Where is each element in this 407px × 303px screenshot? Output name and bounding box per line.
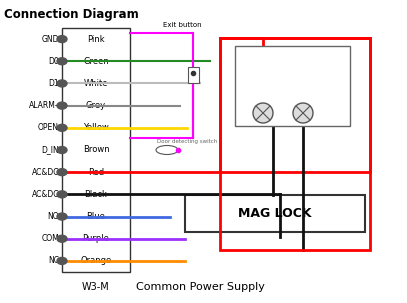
Ellipse shape xyxy=(57,80,67,87)
Text: Exit button: Exit button xyxy=(163,22,201,28)
Text: AC&DC: AC&DC xyxy=(31,190,59,199)
Bar xyxy=(188,68,199,83)
Ellipse shape xyxy=(57,102,67,109)
Text: Power: Power xyxy=(280,54,305,62)
Ellipse shape xyxy=(57,124,67,131)
Ellipse shape xyxy=(57,58,67,65)
Text: Common Power Supply: Common Power Supply xyxy=(136,282,265,292)
Text: GND: GND xyxy=(42,35,59,44)
Ellipse shape xyxy=(57,169,67,176)
Ellipse shape xyxy=(57,235,67,242)
Circle shape xyxy=(253,103,273,123)
Text: 12-24V/3A: 12-24V/3A xyxy=(269,88,316,96)
Ellipse shape xyxy=(57,35,67,43)
Text: ALARM-: ALARM- xyxy=(29,101,59,110)
Text: Green: Green xyxy=(83,57,109,66)
Ellipse shape xyxy=(57,258,67,265)
Text: White: White xyxy=(84,79,108,88)
Text: W3-M: W3-M xyxy=(82,282,110,292)
Circle shape xyxy=(293,103,313,123)
Text: NO: NO xyxy=(47,212,59,221)
Text: D_IN: D_IN xyxy=(41,145,59,155)
Text: MAG LOCK: MAG LOCK xyxy=(238,207,312,220)
Ellipse shape xyxy=(156,145,178,155)
Text: Connection Diagram: Connection Diagram xyxy=(4,8,139,21)
Text: Red: Red xyxy=(88,168,104,177)
Text: AC&DC: AC&DC xyxy=(31,168,59,177)
Text: NC: NC xyxy=(48,256,59,265)
Text: Black: Black xyxy=(85,190,107,199)
Text: Yellow: Yellow xyxy=(83,123,109,132)
Ellipse shape xyxy=(57,191,67,198)
Text: OPEN: OPEN xyxy=(38,123,59,132)
Text: Grey: Grey xyxy=(86,101,106,110)
Text: COM: COM xyxy=(41,234,59,243)
Bar xyxy=(220,38,370,250)
Bar xyxy=(235,46,350,126)
Text: Pink: Pink xyxy=(87,35,105,44)
Ellipse shape xyxy=(57,213,67,220)
Bar xyxy=(62,28,130,272)
Text: Blue: Blue xyxy=(87,212,105,221)
Ellipse shape xyxy=(57,146,67,154)
Text: Purple: Purple xyxy=(83,234,109,243)
Bar xyxy=(185,195,365,232)
Text: Orange: Orange xyxy=(80,256,112,265)
Text: Door detecting switch: Door detecting switch xyxy=(157,139,217,144)
Text: D1: D1 xyxy=(48,79,59,88)
Text: D0: D0 xyxy=(48,57,59,66)
Text: AC&DC: AC&DC xyxy=(271,74,314,84)
Text: Brown: Brown xyxy=(83,145,109,155)
